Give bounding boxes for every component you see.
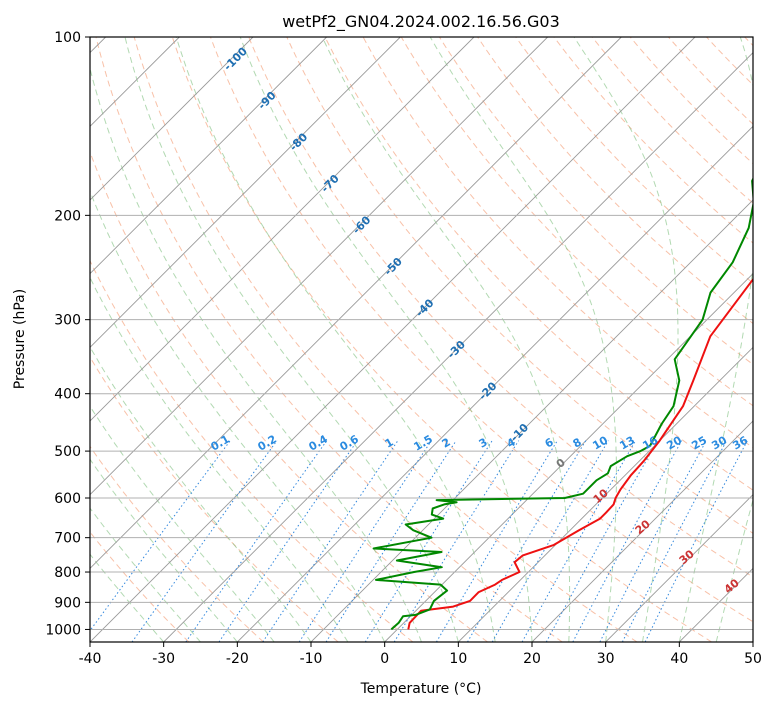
y-tick-label: 400 (54, 387, 81, 403)
x-tick-label: 10 (449, 651, 467, 667)
y-tick-label: 900 (54, 595, 81, 611)
y-axis-label: Pressure (hPa) (12, 289, 28, 389)
x-tick-label: -20 (226, 651, 249, 667)
x-axis-label: Temperature (°C) (360, 681, 482, 697)
chart-title: wetPf2_GN04.2024.002.16.56.G03 (282, 12, 560, 32)
y-tick-label: 1000 (45, 622, 81, 638)
y-tick-label: 200 (54, 208, 81, 224)
x-tick-label: 20 (523, 651, 541, 667)
y-tick-label: 500 (54, 444, 81, 460)
x-tick-label: 30 (597, 651, 615, 667)
y-tick-label: 300 (54, 313, 81, 329)
y-tick-label: 100 (54, 30, 81, 46)
x-tick-label: -30 (152, 651, 175, 667)
y-tick-label: 800 (54, 565, 81, 581)
y-tick-label: 700 (54, 531, 81, 547)
x-tick-label: 40 (670, 651, 688, 667)
x-tick-label: 0 (380, 651, 389, 667)
x-tick-label: -10 (300, 651, 323, 667)
x-tick-label: 50 (744, 651, 762, 667)
y-tick-label: 600 (54, 491, 81, 507)
x-tick-label: -40 (79, 651, 102, 667)
